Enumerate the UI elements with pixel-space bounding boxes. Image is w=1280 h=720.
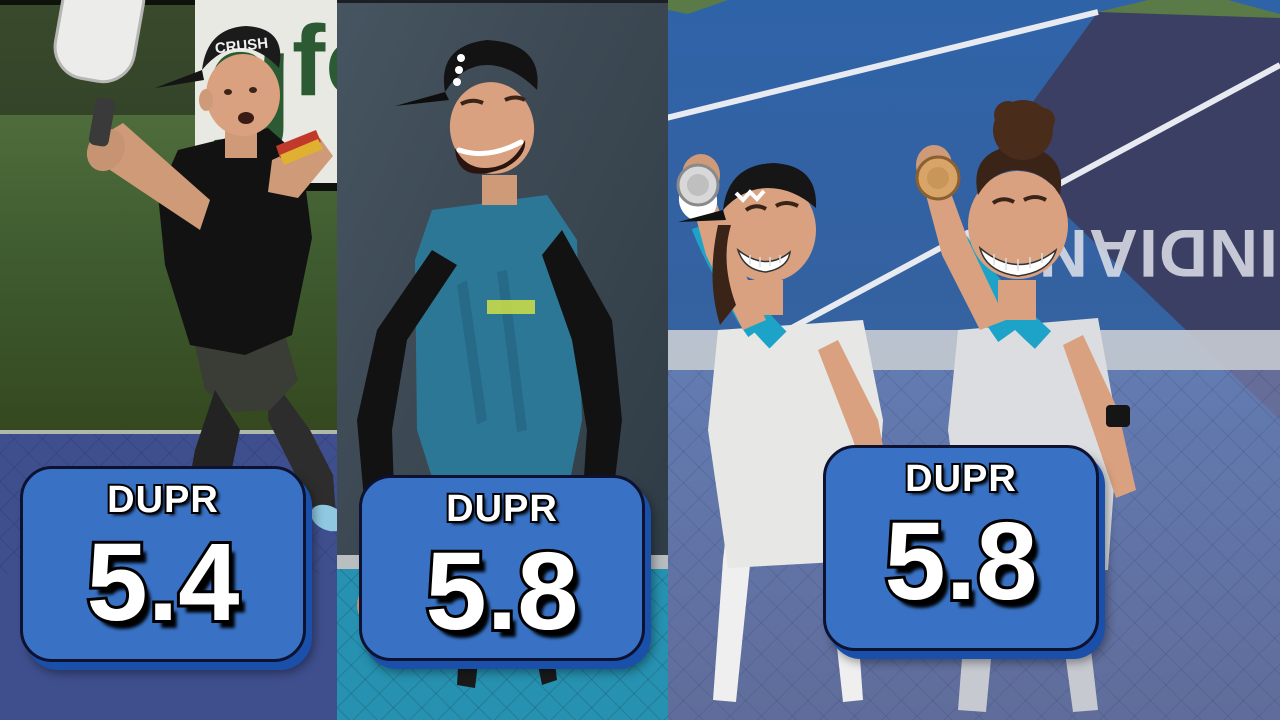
svg-text:fo: fo — [292, 5, 337, 117]
